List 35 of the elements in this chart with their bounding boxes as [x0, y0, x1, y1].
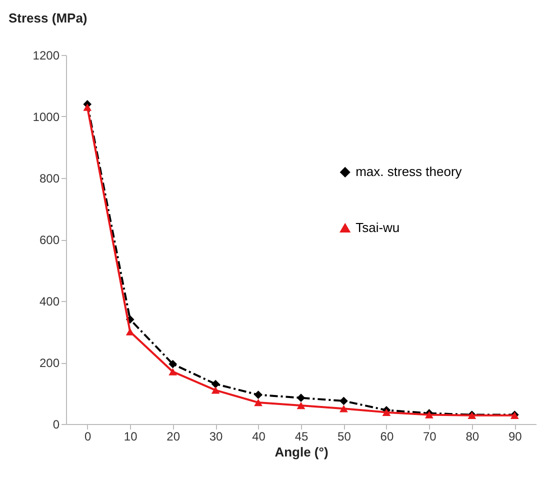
x-tick-label: 0	[84, 430, 92, 444]
x-axis-title: Angle (°)	[274, 444, 328, 460]
x-tick-label: 45	[294, 430, 308, 444]
point	[211, 380, 220, 388]
y-axis-title: Stress (MPa)	[8, 10, 88, 26]
point	[382, 408, 391, 416]
x-tick-label: 80	[466, 430, 480, 444]
y-tick-label: 0	[52, 418, 60, 432]
x-tick-label: 10	[124, 430, 138, 444]
point	[254, 390, 262, 399]
x-tick-label: 70	[423, 430, 437, 444]
point	[296, 394, 306, 402]
y-tick-label: 1000	[32, 110, 60, 124]
x-tick-label: 40	[252, 430, 266, 444]
point	[126, 328, 134, 336]
point	[254, 398, 262, 406]
point	[168, 360, 177, 368]
x-tick-label: 20	[166, 430, 180, 444]
point	[296, 402, 306, 410]
y-tick-label: 400	[39, 294, 60, 308]
y-tick-label: 1200	[32, 48, 60, 62]
x-tick-label: 90	[508, 430, 522, 444]
legend-label: Tsai-wu	[356, 220, 400, 236]
x-tick-label: 60	[380, 430, 394, 444]
y-tick-label: 200	[39, 356, 60, 370]
point	[340, 396, 348, 406]
point	[340, 405, 348, 412]
x-tick-label: 30	[209, 430, 224, 444]
point	[83, 104, 92, 111]
y-tick-label: 800	[39, 172, 60, 186]
legend-label: max. stress theory	[356, 164, 462, 180]
point	[168, 368, 177, 376]
y-tick-label: 600	[39, 233, 60, 247]
x-tick-label: 50	[338, 430, 352, 444]
point	[211, 386, 220, 394]
